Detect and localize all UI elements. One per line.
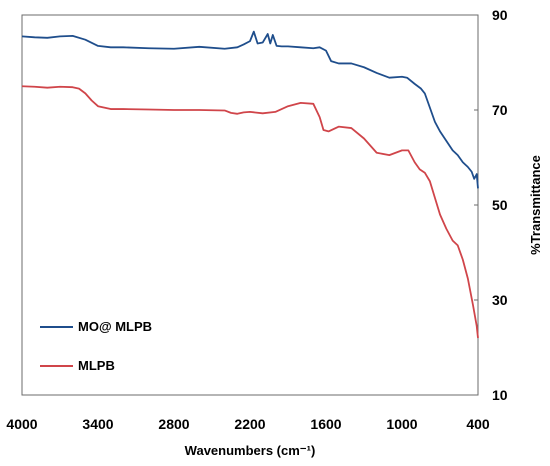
y-tick-label: 50 — [492, 197, 508, 213]
legend-label-mlpb: MLPB — [78, 358, 115, 373]
x-tick-labels: 4000 3400 2800 2200 1600 1000 400 — [6, 416, 489, 432]
x-tick-label: 1000 — [386, 416, 417, 432]
series-lines — [21, 30, 479, 339]
x-axis-title: Wavenumbers (cm⁻¹) — [185, 443, 316, 458]
legend-label-mo-mlpb: MO@ MLPB — [78, 319, 152, 334]
series-line-mo-mlpb — [21, 30, 479, 189]
series-line-mlpb — [21, 85, 479, 339]
x-tick-label: 2200 — [234, 416, 265, 432]
y-tick-label: 70 — [492, 102, 508, 118]
y-tick-marks — [474, 14, 478, 396]
x-tick-label: 2800 — [158, 416, 189, 432]
x-tick-label: 3400 — [82, 416, 113, 432]
y-tick-label: 10 — [492, 387, 508, 403]
y-tick-label: 90 — [492, 7, 508, 23]
legend: MO@ MLPB MLPB — [40, 319, 152, 373]
y-tick-label: 30 — [492, 292, 508, 308]
x-tick-label: 400 — [466, 416, 490, 432]
y-tick-labels: 10 30 50 70 90 — [492, 7, 508, 403]
x-tick-label: 4000 — [6, 416, 37, 432]
x-tick-label: 1600 — [310, 416, 341, 432]
y-axis-title: %Transmittance — [528, 155, 543, 255]
plot-area-frame — [21, 14, 479, 396]
